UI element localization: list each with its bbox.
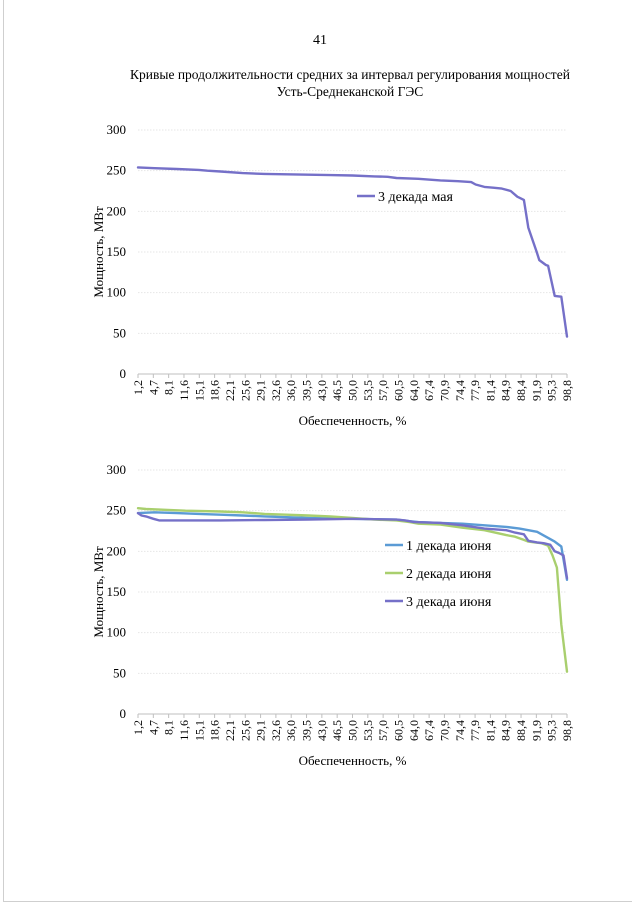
x-tick-label: 4,7 [146, 380, 160, 395]
x-tick-label: 95,3 [545, 720, 559, 741]
x-tick-label: 70,9 [437, 380, 451, 401]
x-tick-label: 8,1 [162, 380, 176, 395]
series-line-1 [136, 511, 569, 582]
x-tick-label: 98,8 [560, 380, 574, 401]
x-tick-label: 15,1 [192, 720, 206, 741]
x-tick-label: 84,9 [499, 380, 513, 401]
x-tick-label: 60,5 [391, 380, 405, 401]
x-tick-label: 53,5 [361, 380, 375, 401]
x-tick-label: 88,4 [514, 720, 528, 741]
x-tick-label: 74,4 [453, 720, 467, 741]
x-tick-label: 81,4 [483, 380, 497, 401]
legend-label: 3 декада мая [378, 190, 453, 205]
x-tick-label: 1,2 [131, 380, 145, 395]
x-tick-label: 60,5 [391, 720, 405, 741]
x-axis-title: Обеспеченность, % [299, 753, 407, 768]
document-title: Кривые продолжительности средних за инте… [60, 66, 640, 100]
y-tick-label: 250 [107, 163, 127, 178]
x-tick-label: 1,2 [131, 720, 145, 735]
x-tick-label: 46,5 [330, 720, 344, 741]
x-tick-label: 43,0 [315, 720, 329, 741]
x-tick-label: 32,6 [269, 380, 283, 401]
x-tick-label: 36,0 [284, 380, 298, 401]
y-tick-label: 100 [107, 625, 127, 640]
x-tick-label: 18,6 [208, 380, 222, 401]
y-tick-label: 200 [107, 203, 127, 218]
y-axis-title: Мощность, МВт [91, 206, 106, 298]
x-tick-label: 77,9 [468, 720, 482, 741]
x-tick-label: 39,5 [300, 380, 314, 401]
x-tick-label: 91,9 [529, 380, 543, 401]
y-tick-label: 300 [107, 462, 127, 477]
x-tick-label: 81,4 [483, 720, 497, 741]
x-tick-label: 22,1 [223, 720, 237, 741]
y-axis-title: Мощность, МВт [91, 546, 106, 638]
x-tick-label: 77,9 [468, 380, 482, 401]
y-tick-label: 150 [107, 244, 127, 259]
x-tick-label: 32,6 [269, 720, 283, 741]
y-tick-label: 150 [107, 584, 127, 599]
x-tick-label: 95,3 [545, 380, 559, 401]
series-line-3 [136, 511, 569, 580]
title-line-2: Усть-Среднеканской ГЭС [276, 84, 424, 99]
x-tick-label: 18,6 [208, 720, 222, 741]
x-tick-label: 57,0 [376, 720, 390, 741]
x-tick-label: 22,1 [223, 380, 237, 401]
x-tick-label: 50,0 [346, 720, 360, 741]
y-tick-label: 0 [120, 366, 127, 381]
legend-label: 3 декада июня [406, 595, 492, 610]
y-tick-label: 300 [107, 122, 127, 137]
x-tick-label: 39,5 [300, 720, 314, 741]
x-tick-label: 57,0 [376, 380, 390, 401]
x-axis-title: Обеспеченность, % [299, 413, 407, 428]
x-tick-label: 67,4 [422, 380, 436, 401]
x-tick-label: 50,0 [346, 380, 360, 401]
legend-label: 1 декада июня [406, 539, 492, 554]
page-frame [3, 0, 632, 902]
x-tick-label: 64,0 [407, 380, 421, 401]
x-tick-label: 46,5 [330, 380, 344, 401]
x-tick-label: 91,9 [529, 720, 543, 741]
legend-label: 2 декада июня [406, 567, 492, 582]
x-tick-label: 98,8 [560, 720, 574, 741]
x-tick-label: 29,1 [254, 720, 268, 741]
page-number: 41 [313, 33, 327, 48]
x-tick-label: 8,1 [162, 720, 176, 735]
x-tick-label: 25,6 [238, 720, 252, 741]
x-tick-label: 84,9 [499, 720, 513, 741]
y-tick-label: 250 [107, 503, 127, 518]
x-tick-label: 11,6 [177, 720, 191, 741]
y-tick-label: 200 [107, 543, 127, 558]
x-tick-label: 15,1 [192, 380, 206, 401]
x-tick-label: 29,1 [254, 380, 268, 401]
x-tick-label: 4,7 [146, 720, 160, 735]
x-tick-label: 88,4 [514, 380, 528, 401]
x-tick-label: 67,4 [422, 720, 436, 741]
x-tick-label: 11,6 [177, 380, 191, 401]
x-tick-label: 43,0 [315, 380, 329, 401]
y-tick-label: 50 [113, 325, 126, 340]
x-tick-label: 36,0 [284, 720, 298, 741]
series-line-2 [136, 507, 569, 673]
series-line-1 [136, 166, 569, 338]
x-tick-label: 70,9 [437, 720, 451, 741]
y-tick-label: 50 [113, 665, 126, 680]
x-tick-label: 25,6 [238, 380, 252, 401]
x-tick-label: 74,4 [453, 380, 467, 401]
y-tick-label: 0 [120, 706, 127, 721]
y-tick-label: 100 [107, 285, 127, 300]
x-tick-label: 64,0 [407, 720, 421, 741]
x-tick-label: 53,5 [361, 720, 375, 741]
title-line-1: Кривые продолжительности средних за инте… [130, 67, 570, 82]
